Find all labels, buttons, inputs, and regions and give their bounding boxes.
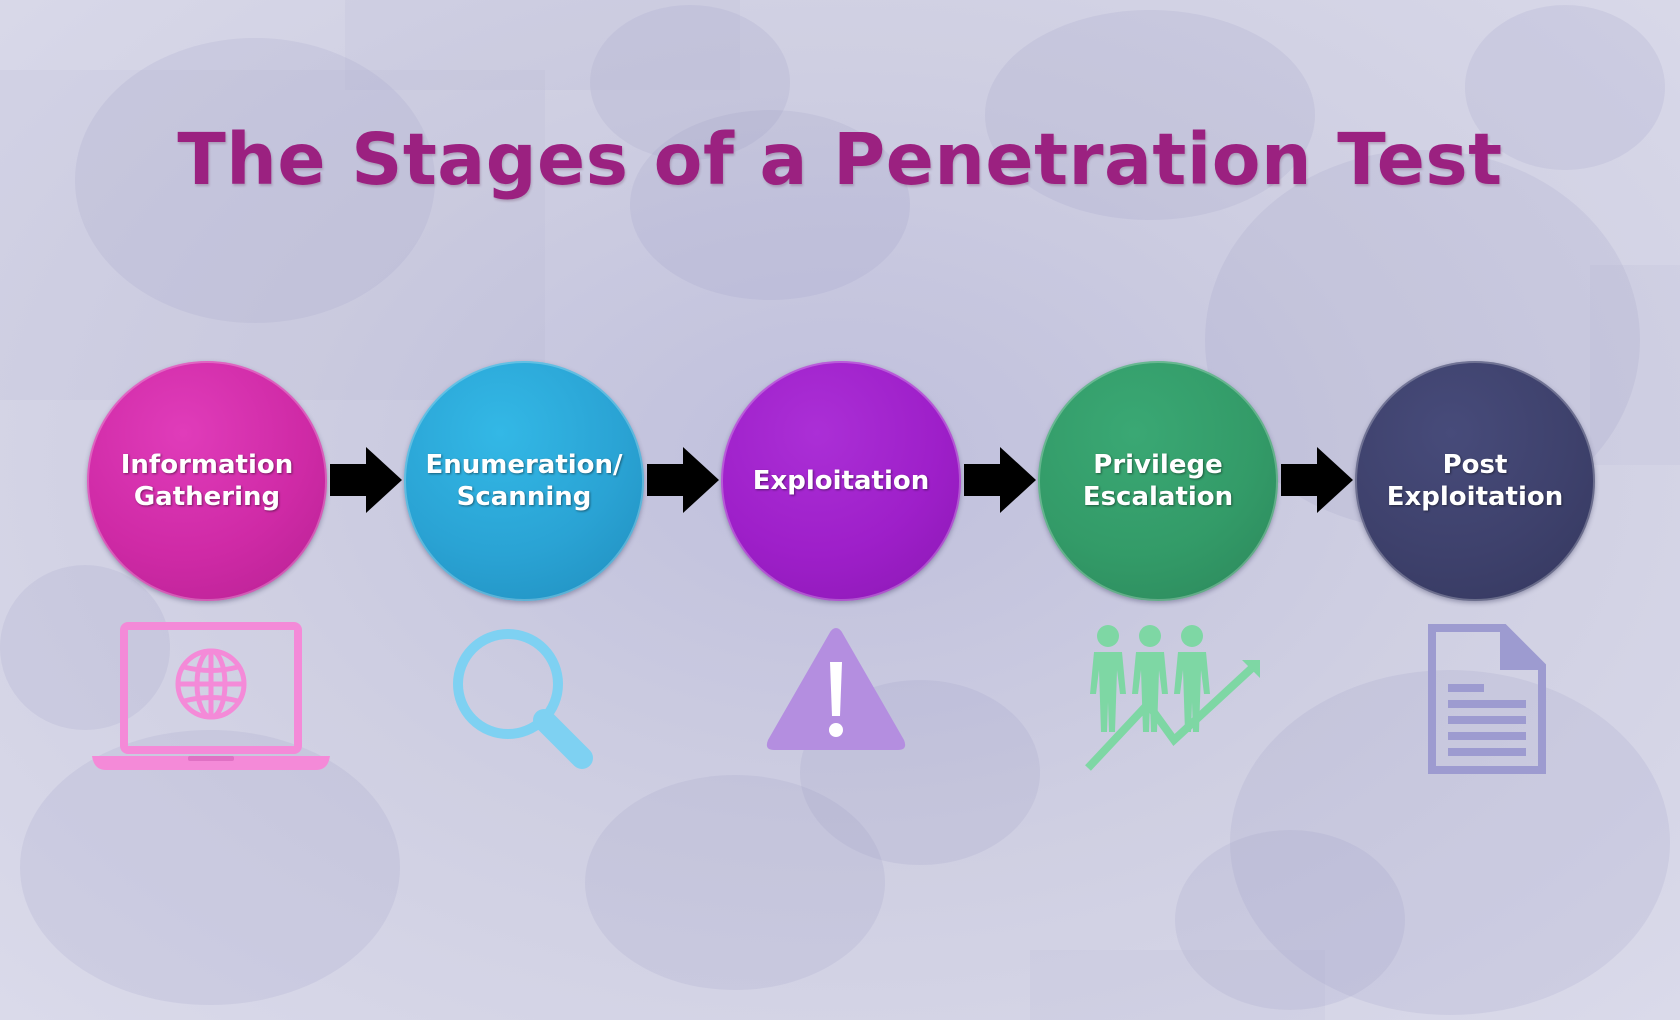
background-ellipse xyxy=(585,775,885,990)
background-rectangle xyxy=(345,0,740,90)
stage-information-gathering: Information Gathering xyxy=(87,361,327,601)
stage-label-line: Privilege xyxy=(1093,450,1223,480)
stage-label-line: Escalation xyxy=(1082,482,1234,512)
background-ellipse xyxy=(0,565,170,730)
background-ellipse xyxy=(590,5,790,160)
stage-privilege-escalation: Privilege Escalation xyxy=(1038,361,1278,601)
stage-label-line: Gathering xyxy=(133,482,281,512)
background-ellipse xyxy=(75,38,435,323)
background-rectangle xyxy=(0,70,545,400)
background-ellipse xyxy=(630,110,910,300)
background-ellipse xyxy=(20,730,400,1005)
stage-label-line: Exploitation xyxy=(1386,482,1564,512)
stage-label: Information Gathering xyxy=(121,449,294,513)
diagram-title: The Stages of a Penetration Test xyxy=(177,118,1503,201)
arrow-right-icon xyxy=(1281,447,1353,513)
stage-exploitation: Exploitation xyxy=(721,361,961,601)
background-ellipse xyxy=(1230,670,1670,1015)
arrow-right-icon xyxy=(964,447,1036,513)
people-growth-icon xyxy=(1085,625,1260,771)
background-rectangle xyxy=(1030,950,1325,1020)
background-rectangle xyxy=(1590,265,1680,465)
stage-label: Privilege Escalation xyxy=(1083,449,1233,513)
magnifier-icon xyxy=(453,629,593,769)
stage-label: Post Exploitation xyxy=(1387,449,1564,513)
background-ellipse xyxy=(1465,5,1665,170)
arrow-right-icon xyxy=(330,447,402,513)
laptop-globe-icon xyxy=(92,622,330,770)
stage-label-line: Exploitation xyxy=(752,466,930,496)
stage-label-line: Enumeration/ xyxy=(425,450,623,480)
stage-label: Enumeration/ Scanning xyxy=(425,449,622,513)
stage-enumeration-scanning: Enumeration/ Scanning xyxy=(404,361,644,601)
stage-post-exploitation: Post Exploitation xyxy=(1355,361,1595,601)
background-ellipse xyxy=(1175,830,1405,1010)
document-icon xyxy=(1428,624,1546,774)
arrow-right-icon xyxy=(647,447,719,513)
background-ellipse xyxy=(985,10,1315,220)
stage-label-line: Scanning xyxy=(456,482,592,512)
stage-label-line: Post xyxy=(1442,450,1508,480)
stage-label-line: Information xyxy=(120,450,294,480)
warning-icon xyxy=(766,628,906,750)
stage-label: Exploitation xyxy=(753,465,930,497)
